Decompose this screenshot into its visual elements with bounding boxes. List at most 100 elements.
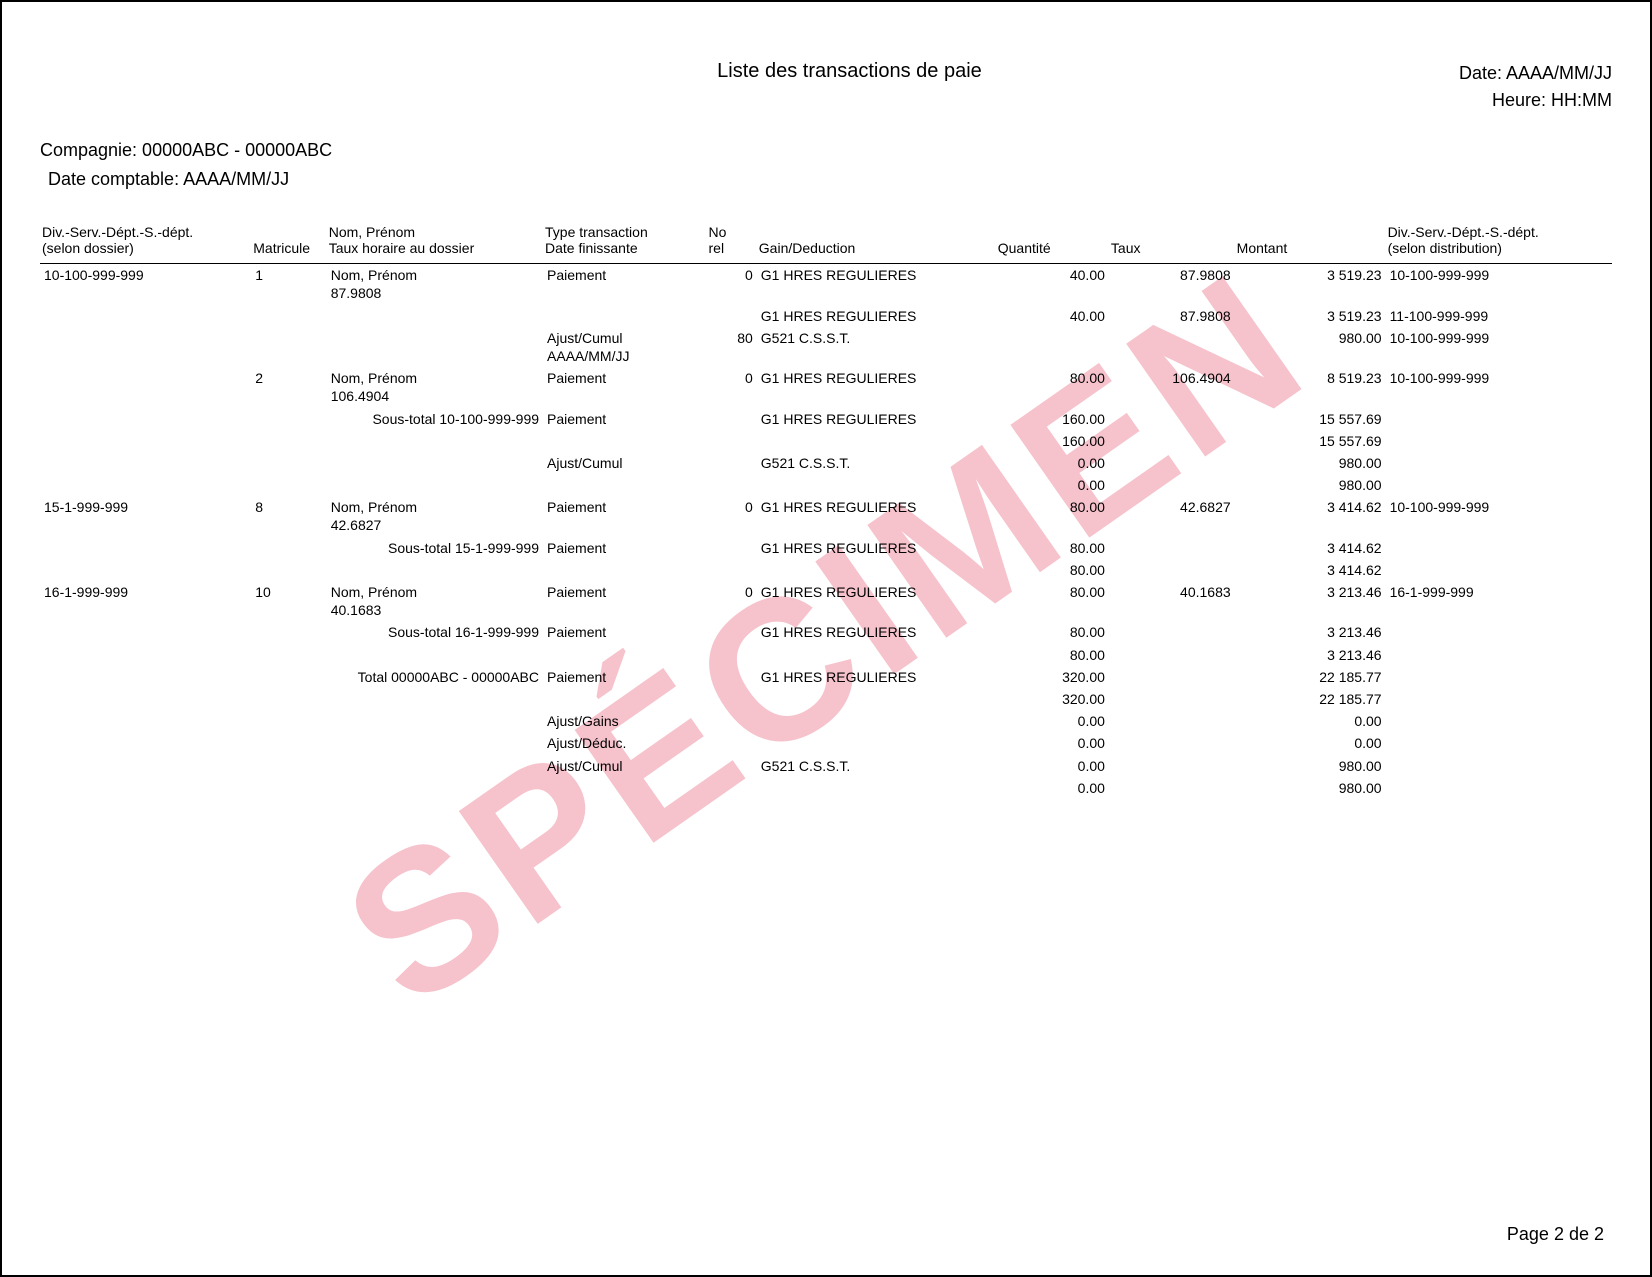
table-cell [1386,755,1612,777]
table-cell [707,408,757,430]
table-cell: 980.00 [1235,777,1386,799]
table-cell: 980.00 [1235,474,1386,496]
table-cell: 3 414.62 [1235,496,1386,536]
table-cell: 15 557.69 [1235,430,1386,452]
table-cell: 11-100-999-999 [1386,305,1612,327]
table-cell [1109,688,1235,710]
table-cell [707,732,757,754]
table-cell [251,688,326,710]
table-cell: G521 C.S.S.T. [757,755,996,777]
table-cell: 320.00 [996,666,1109,688]
table-cell: 0.00 [1235,732,1386,754]
table-cell: Paiement [543,537,706,559]
table-cell [327,430,543,452]
table-cell [707,537,757,559]
table-cell [707,559,757,581]
table-cell: 0 [707,367,757,407]
table-cell [1386,408,1612,430]
table-row: 2Nom, Prénom106.4904Paiement0G1 HRES REG… [40,367,1612,407]
table-cell: 0 [707,581,757,621]
table-cell [757,688,996,710]
table-cell [40,367,251,407]
table-cell: 8 519.23 [1235,367,1386,407]
table-cell: 3 414.62 [1235,559,1386,581]
table-cell: G1 HRES REGULIERES [757,581,996,621]
table-cell [40,408,251,430]
table-cell [40,305,251,327]
table-cell [1109,430,1235,452]
table-cell [757,559,996,581]
table-cell: Paiement [543,581,706,621]
col-type: Type transactionDate finissante [543,222,706,264]
table-cell: 0.00 [996,732,1109,754]
table-cell: 0.00 [996,755,1109,777]
table-cell [1109,666,1235,688]
time-label: Heure: HH:MM [1459,87,1612,114]
date-label: Date: AAAA/MM/JJ [1459,60,1612,87]
page-footer: Page 2 de 2 [1507,1224,1604,1245]
table-cell [251,644,326,666]
table-cell [40,430,251,452]
table-cell [543,559,706,581]
table-cell: G1 HRES REGULIERES [757,496,996,536]
table-cell [40,327,251,367]
table-cell [40,621,251,643]
table-cell [1109,327,1235,367]
table-cell: Paiement [543,367,706,407]
table-cell [251,452,326,474]
table-cell [251,537,326,559]
col-nom: Nom, PrénomTaux horaire au dossier [327,222,543,264]
report-content: Liste des transactions de paie Date: AAA… [40,60,1612,799]
table-row: Ajust/Gains0.000.00 [40,710,1612,732]
col-montant: Montant [1235,222,1386,264]
table-cell: 80.00 [996,621,1109,643]
table-cell: G1 HRES REGULIERES [757,537,996,559]
table-cell [543,474,706,496]
table-cell [1109,559,1235,581]
table-cell: 0.00 [1235,710,1386,732]
col-gain-deduction: Gain/Deduction [757,222,996,264]
table-cell [251,777,326,799]
report-title: Liste des transactions de paie [240,60,1459,83]
table-cell: 40.1683 [1109,581,1235,621]
table-cell: 87.9808 [1109,264,1235,305]
table-cell [251,474,326,496]
table-cell [757,777,996,799]
table-row: Ajust/Déduc. 0.00 0.00 [40,732,1612,754]
table-cell [707,305,757,327]
table-cell: 22 185.77 [1235,666,1386,688]
table-cell [327,559,543,581]
table-cell: 0.00 [996,777,1109,799]
table-cell [40,452,251,474]
table-cell: Ajust/Déduc. [543,732,706,754]
table-cell: 10-100-999-999 [1386,496,1612,536]
table-cell [327,710,543,732]
company-line: Compagnie: 00000ABC - 00000ABC [40,136,1612,165]
table-cell: 10-100-999-999 [40,264,251,305]
table-cell: G521 C.S.S.T. [757,327,996,367]
table-cell [707,474,757,496]
table-row: 16-1-999-99910Nom, Prénom40.1683Paiement… [40,581,1612,621]
table-cell: 1 [251,264,326,305]
table-cell [707,430,757,452]
table-cell: 80.00 [996,537,1109,559]
table-cell [327,474,543,496]
table-cell [327,644,543,666]
table-cell [1109,474,1235,496]
table-cell [327,327,543,367]
table-cell [707,452,757,474]
table-cell: 22 185.77 [1235,688,1386,710]
table-cell [251,430,326,452]
table-cell [707,688,757,710]
table-cell [251,710,326,732]
table-row: 80.003 213.46 [40,644,1612,666]
table-body: 10-100-999-9991Nom, Prénom87.9808Paiemen… [40,264,1612,799]
table-cell [40,688,251,710]
table-cell: Nom, Prénom40.1683 [327,581,543,621]
table-cell [1386,430,1612,452]
table-cell [543,688,706,710]
table-cell: 0.00 [996,474,1109,496]
table-row: Ajust/CumulG521 C.S.S.T.0.00980.00 [40,755,1612,777]
table-cell [327,755,543,777]
table-cell [757,644,996,666]
